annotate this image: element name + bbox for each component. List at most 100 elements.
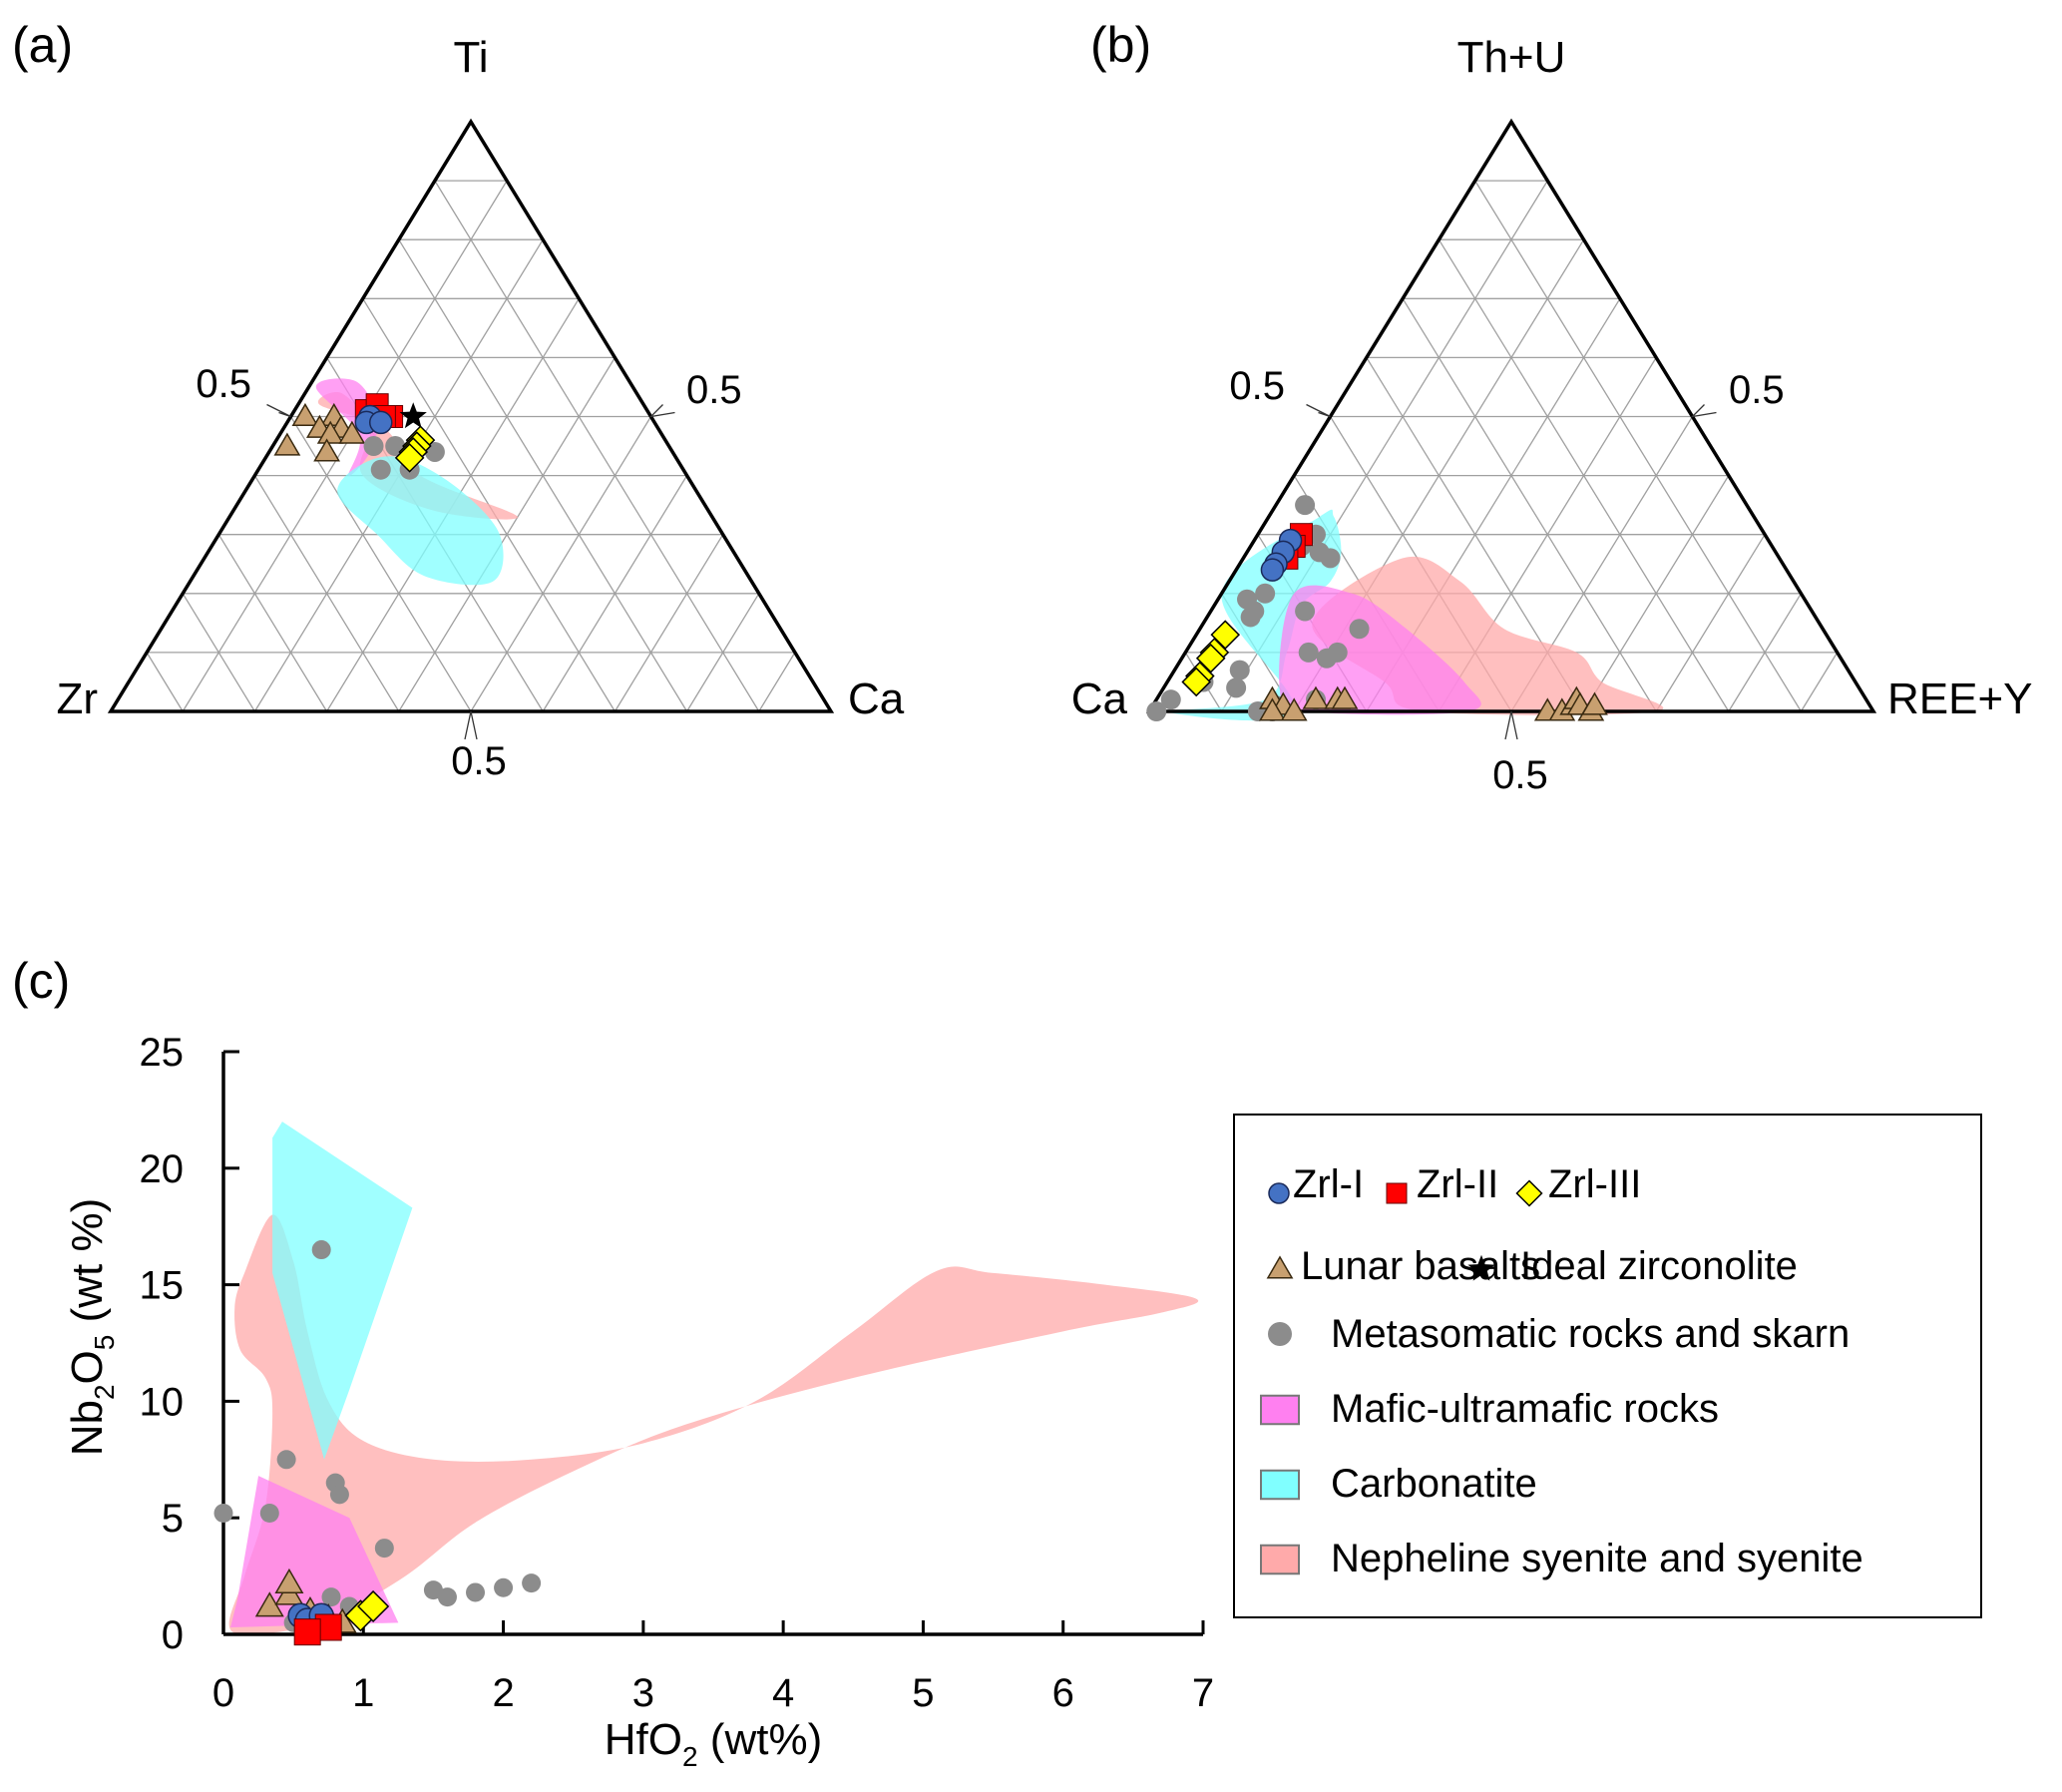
tick-label-right-a: 0.5 (686, 368, 742, 412)
grid-line (146, 652, 184, 712)
data-point-zrl1 (369, 410, 393, 435)
y-axis-title: Nb2O5 (wt %) (63, 1198, 120, 1457)
points-c (213, 1240, 542, 1646)
data-point-lunar (274, 1568, 304, 1593)
legend-box (1233, 1114, 1982, 1618)
data-point-zrl1 (1260, 558, 1285, 582)
legend-swatch-nepheline (1260, 1544, 1300, 1575)
grid-line (758, 652, 796, 712)
data-point-metasomatic (1295, 495, 1316, 516)
x-axis-title-rest: (wt%) (698, 1715, 823, 1764)
data-point-lunar (1581, 691, 1608, 715)
legend-marker-ideal (1467, 1254, 1495, 1281)
legend-label: Ideal zirconolite (1520, 1244, 1798, 1288)
grid-line (1474, 180, 1802, 712)
data-point-zrl3 (1210, 620, 1241, 650)
data-point-metasomatic (466, 1582, 486, 1602)
panel-label-b: (b) (1090, 17, 1151, 73)
tick-mark (1690, 404, 1717, 418)
ternary-panel-b: (b) Th+U Ca REE+Y 0.5 0.5 0.5 (1071, 17, 2033, 797)
grid-line (1402, 297, 1657, 712)
data-point-metasomatic (321, 1587, 341, 1607)
vertex-label-left-b: Ca (1071, 674, 1128, 723)
data-point-metasomatic (363, 436, 384, 457)
legend-label: Zrl-II (1417, 1162, 1498, 1206)
grid-line (289, 416, 472, 712)
data-point-metasomatic (522, 1573, 542, 1593)
field-mafic (1279, 585, 1481, 715)
axes-c (221, 1050, 1205, 1636)
grid-line (217, 534, 328, 712)
tick-mark (648, 404, 675, 418)
field-nepheline (228, 1214, 1199, 1635)
y-axis-title-sub2: 5 (89, 1335, 120, 1351)
y-tick-label: 5 (162, 1497, 184, 1541)
data-point-metasomatic (311, 1240, 331, 1260)
data-point-lunar (316, 420, 344, 444)
panel-label-c: (c) (12, 953, 70, 1009)
x-tick-label: 6 (1052, 1671, 1074, 1715)
y-axis-title-a: Nb (63, 1400, 112, 1456)
legend-marker-zrl1 (1268, 1182, 1290, 1204)
legend-label: Carbonatite (1331, 1462, 1537, 1506)
fields-a (315, 378, 519, 586)
y-tick-label: 15 (140, 1264, 185, 1308)
tick-label-left-b: 0.5 (1229, 364, 1285, 408)
tick-label-right-b: 0.5 (1729, 368, 1785, 412)
data-point-lunar (1331, 685, 1359, 709)
data-point-lunar (291, 402, 319, 427)
data-point-zrl3 (357, 1589, 390, 1623)
data-point-lunar (313, 438, 341, 462)
data-point-metasomatic (276, 1450, 296, 1470)
data-point-metasomatic (1349, 619, 1370, 640)
grid-line (434, 180, 760, 712)
x-axis-title: HfO2 (wt%) (605, 1715, 822, 1772)
grid-line (182, 180, 508, 712)
data-point-metasomatic (423, 1580, 443, 1600)
x-tick-label: 0 (212, 1671, 234, 1715)
x-tick-label: 4 (772, 1671, 794, 1715)
tick-label-bottom-a: 0.5 (451, 739, 507, 783)
legend-marker-lunar (1266, 1255, 1294, 1279)
vertex-label-left-a: Zr (56, 674, 98, 723)
data-point-lunar (273, 432, 301, 456)
y-tick-label: 0 (162, 1613, 184, 1657)
vertex-label-right-b: REE+Y (1887, 674, 2033, 723)
legend-label: Zrl-III (1548, 1162, 1641, 1206)
grid-line (1583, 475, 1730, 712)
tick-labels-c: 0 1 2 3 4 5 6 7 0 5 10 15 20 25 (140, 1031, 1215, 1715)
x-tick-label: 1 (352, 1671, 374, 1715)
grid-line (542, 475, 688, 712)
x-tick-label: 3 (632, 1671, 654, 1715)
x-tick-label: 7 (1192, 1671, 1214, 1715)
legend-label: Mafic-ultramafic rocks (1331, 1387, 1719, 1431)
vertex-label-top-b: Th+U (1457, 33, 1566, 82)
x-tick-label: 2 (492, 1671, 514, 1715)
data-point-metasomatic (1240, 607, 1261, 628)
ternary-frame-b (1145, 118, 1877, 740)
data-point-zrl2 (293, 1618, 321, 1646)
legend-marker-metasomatic (1268, 1322, 1292, 1346)
grid-line (182, 593, 255, 712)
legend-label: Metasomatic rocks and skarn (1331, 1312, 1850, 1356)
data-point-metasomatic (374, 1539, 394, 1559)
data-point-metasomatic (494, 1577, 514, 1597)
data-point-lunar (338, 420, 366, 444)
data-point-lunar (1302, 685, 1330, 709)
legend-label: Zrl-I (1293, 1162, 1364, 1206)
legend-label: Lunar basalts (1301, 1244, 1540, 1288)
tick-label-left-a: 0.5 (196, 362, 251, 406)
data-point-metasomatic (370, 459, 391, 480)
grid-line (614, 534, 724, 712)
legend-marker-zrl2 (1386, 1182, 1408, 1204)
legend-label: Nepheline syenite and syenite (1331, 1537, 1863, 1580)
data-point-metasomatic (1229, 660, 1250, 680)
data-point-metasomatic (1320, 548, 1341, 569)
ternary-frame-a (107, 118, 835, 740)
legend-swatch-carbonatite (1260, 1469, 1300, 1501)
points-a (273, 393, 445, 480)
x-tick-label: 5 (912, 1671, 934, 1715)
